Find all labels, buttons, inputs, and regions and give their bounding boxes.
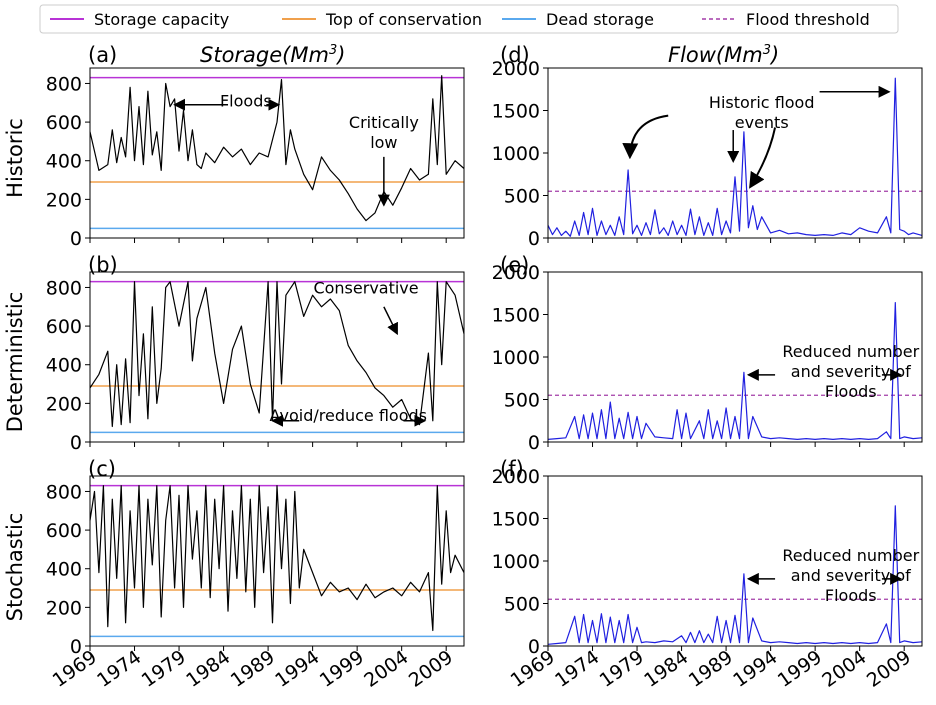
panel-e: (e) 0 500 1000 1500 2000 Reduced number and sev… bbox=[492, 253, 923, 454]
y-tick-label: 400 bbox=[46, 559, 82, 581]
y-tick-label: 800 bbox=[46, 73, 82, 95]
y-tick-label: 600 bbox=[46, 316, 82, 338]
legend-label-dead-storage: Dead storage bbox=[546, 10, 654, 29]
x-tick-label: 1974 bbox=[93, 646, 145, 692]
y-tick-label: 1000 bbox=[492, 551, 540, 573]
y-tick-label: 1500 bbox=[492, 509, 540, 531]
legend-label-top-of-conservation: Top of conservation bbox=[325, 10, 482, 29]
series-line-0 bbox=[547, 505, 923, 645]
series-line-0 bbox=[89, 485, 465, 632]
y-tick-label: 0 bbox=[528, 228, 540, 250]
x-tick-label: 2004 bbox=[818, 646, 870, 692]
panel-b: (b) 0 200 400 600 800 Conservative Avoid/reduce… bbox=[46, 253, 465, 454]
x-tick-label: 1984 bbox=[182, 646, 234, 692]
panel-d: (d) 0 500 1000 1500 2000 Historic flood events bbox=[492, 43, 923, 250]
annotation-floods: Floods bbox=[220, 92, 272, 111]
y-tick-label: 0 bbox=[70, 636, 82, 658]
row-label-historic: Historic bbox=[3, 118, 27, 198]
series-line-0 bbox=[89, 75, 465, 222]
y-tick-label: 600 bbox=[46, 520, 82, 542]
legend-label-flood-threshold: Flood threshold bbox=[746, 10, 870, 29]
x-tick-label: 1984 bbox=[640, 646, 692, 692]
x-tick-label: 2009 bbox=[405, 646, 457, 692]
y-tick-label: 0 bbox=[528, 636, 540, 658]
x-tick-label: 1979 bbox=[138, 646, 190, 692]
y-tick-label: 0 bbox=[528, 432, 540, 454]
annotation-historic-flood-events: Historic flood events bbox=[709, 93, 815, 132]
series-line-0 bbox=[547, 77, 923, 237]
x-tick-label: 1989 bbox=[227, 646, 279, 692]
annotation-critically-low: Critically low bbox=[349, 113, 419, 152]
annotation-avoid-reduce-floods: Avoid/reduce floods bbox=[269, 406, 427, 425]
panel-label: (e) bbox=[500, 253, 529, 277]
annotation-reduced-number-and-severity-of-floods: Reduced number and severity of Floods bbox=[782, 342, 919, 401]
y-tick-label: 2000 bbox=[492, 466, 540, 488]
legend-frame bbox=[39, 4, 899, 34]
y-tick-label: 400 bbox=[46, 151, 82, 173]
y-tick-label: 200 bbox=[46, 597, 82, 619]
x-tick-label: 1989 bbox=[685, 646, 737, 692]
series-line-0 bbox=[547, 302, 923, 440]
flow-column-title: Flow(Mm3) bbox=[668, 43, 779, 67]
panel-label: (b) bbox=[88, 253, 118, 277]
y-tick-label: 800 bbox=[46, 277, 82, 299]
legend-label-storage-capacity: Storage capacity bbox=[94, 10, 229, 29]
y-tick-label: 0 bbox=[70, 432, 82, 454]
y-tick-label: 500 bbox=[504, 594, 540, 616]
y-tick-label: 400 bbox=[46, 355, 82, 377]
row-label-stochastic: Stochastic bbox=[3, 513, 27, 622]
curved-arrow-1978 bbox=[622, 114, 669, 160]
x-tick-label: 1979 bbox=[596, 646, 648, 692]
panel-label: (f) bbox=[500, 457, 524, 481]
x-tick-label: 1999 bbox=[774, 646, 826, 692]
y-tick-label: 1000 bbox=[492, 143, 540, 165]
y-tick-label: 500 bbox=[504, 390, 540, 412]
panel-label: (a) bbox=[88, 43, 117, 67]
x-tick-label: 2004 bbox=[360, 646, 412, 692]
panel-f: (f)0500100015002000196919741979198419891… bbox=[492, 457, 923, 692]
y-tick-label: 500 bbox=[504, 186, 540, 208]
x-tick-label: 1994 bbox=[271, 646, 323, 692]
annotation-reduced-number-and-severity-of-floods: Reduced number and severity of Floods bbox=[782, 546, 919, 605]
x-tick-label: 1999 bbox=[316, 646, 368, 692]
y-tick-label: 2000 bbox=[492, 58, 540, 80]
y-tick-label: 200 bbox=[46, 189, 82, 211]
y-tick-label: 200 bbox=[46, 393, 82, 415]
legend: Storage capacity Top of conservation Dea… bbox=[39, 4, 899, 34]
panel-label: (c) bbox=[88, 457, 116, 481]
storage-column-title: Storage(Mm3) bbox=[200, 43, 345, 67]
y-tick-label: 1000 bbox=[492, 347, 540, 369]
row-label-deterministic: Deterministic bbox=[3, 292, 27, 433]
plot-frame bbox=[89, 271, 465, 443]
panel-label: (d) bbox=[500, 43, 530, 67]
panel-c: (c)0200400600800196919741979198419891994… bbox=[46, 457, 465, 692]
plot-frame bbox=[89, 475, 465, 647]
y-tick-label: 800 bbox=[46, 481, 82, 503]
x-tick-label: 1994 bbox=[729, 646, 781, 692]
x-tick-label: 1974 bbox=[551, 646, 603, 692]
y-tick-label: 0 bbox=[70, 228, 82, 250]
panel-a: (a) 0 200 400 600 800 Floods Critically low bbox=[46, 43, 465, 250]
plot-frame bbox=[89, 67, 465, 239]
y-tick-label: 1500 bbox=[492, 101, 540, 123]
series-line-0 bbox=[89, 281, 465, 428]
annotation-arrow-0 bbox=[383, 306, 398, 336]
curved-arrow-1991 bbox=[749, 127, 777, 189]
y-tick-label: 2000 bbox=[492, 262, 540, 284]
y-tick-label: 1500 bbox=[492, 305, 540, 327]
y-tick-label: 600 bbox=[46, 112, 82, 134]
annotation-conservative: Conservative bbox=[313, 278, 418, 297]
x-tick-label: 2009 bbox=[863, 646, 915, 692]
